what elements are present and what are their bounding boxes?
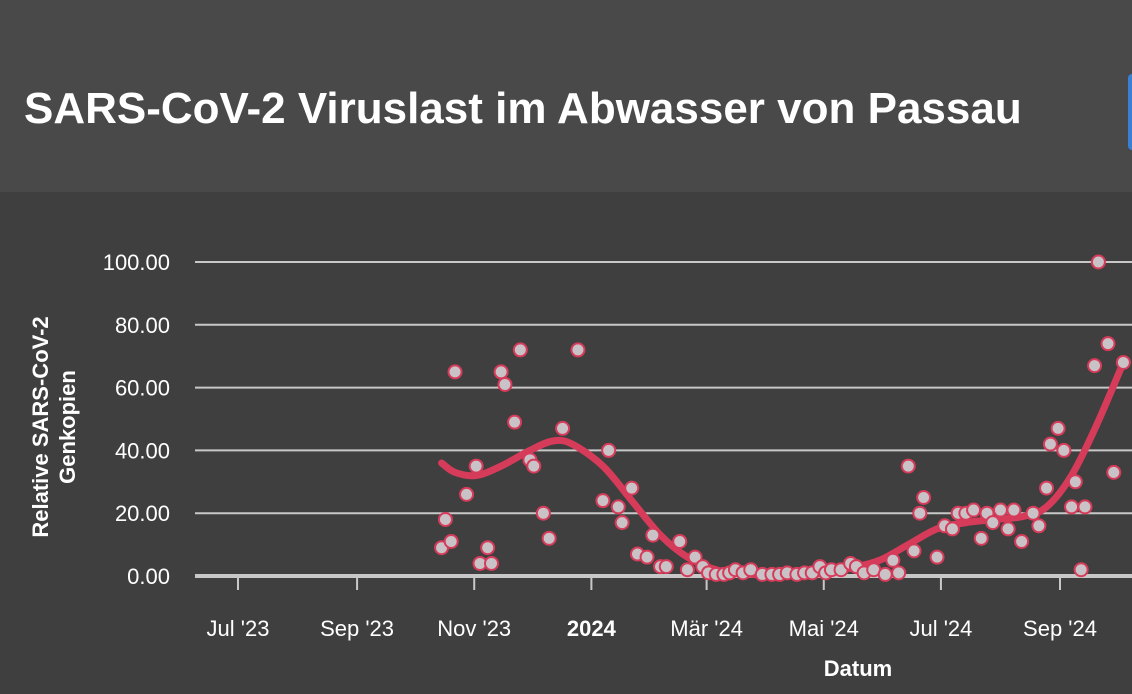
data-point	[916, 490, 932, 505]
chart-container: 0.00 20.00 40.00 60.00 80.00 100.00 Jul '23 Se…	[0, 192, 1132, 694]
data-point	[1064, 499, 1080, 515]
data-point	[601, 442, 617, 458]
data-point	[624, 480, 640, 496]
data-point	[468, 458, 484, 474]
data-point	[437, 511, 453, 527]
x-tick-label: Sep '24	[1023, 616, 1097, 641]
data-point	[459, 486, 475, 502]
data-point	[885, 552, 901, 568]
data-point	[614, 515, 630, 531]
data-point	[1056, 442, 1072, 458]
data-point	[595, 493, 611, 509]
data-point	[877, 566, 893, 582]
x-axis-title: Datum	[824, 656, 892, 681]
data-point	[1000, 521, 1016, 537]
data-point	[447, 364, 463, 380]
data-point	[912, 505, 928, 521]
data-point	[507, 414, 523, 430]
data-point	[658, 559, 674, 575]
y-tick-label: 60.00	[115, 376, 170, 401]
x-tick-label: Jul '23	[207, 616, 270, 641]
data-point	[497, 376, 513, 392]
data-point	[1073, 562, 1089, 578]
data-point	[891, 565, 907, 581]
x-tick-label: Jul '24	[909, 616, 972, 641]
y-tick-label: 100.00	[103, 250, 170, 275]
data-point	[929, 549, 945, 565]
data-point	[1031, 518, 1047, 534]
header-bar: SARS-CoV-2 Viruslast im Abwasser von Pas…	[0, 0, 1132, 192]
data-point	[526, 458, 542, 474]
y-tick-labels: 0.00 20.00 40.00 60.00 80.00 100.00	[103, 250, 170, 589]
data-point	[1106, 464, 1122, 480]
data-point	[985, 515, 1001, 531]
data-point	[992, 502, 1008, 518]
x-tick-label: Mär '24	[670, 616, 743, 641]
data-point	[1067, 474, 1083, 490]
data-point	[1115, 354, 1131, 370]
data-point	[1090, 254, 1106, 270]
data-point	[480, 540, 496, 556]
data-point	[570, 342, 586, 358]
data-point	[1100, 336, 1116, 352]
y-axis-title-line2: Genkopien	[55, 370, 80, 484]
y-tick-label: 0.00	[127, 564, 170, 589]
data-point	[1025, 505, 1041, 521]
data-point	[484, 555, 500, 571]
data-point	[541, 530, 557, 546]
y-tick-label: 20.00	[115, 501, 170, 526]
data-point	[973, 530, 989, 546]
x-tick-marks: Jul '23 Sep '23 Nov '23 2024 Mär '24 Mai '24 J…	[207, 578, 1097, 641]
data-point	[443, 533, 459, 549]
data-point	[1087, 358, 1103, 374]
line-scatter-chart: 0.00 20.00 40.00 60.00 80.00 100.00 Jul '23 Se…	[28, 250, 1132, 681]
data-point	[906, 543, 922, 559]
data-point	[1077, 499, 1093, 515]
side-button[interactable]	[1128, 74, 1132, 150]
y-tick-label: 40.00	[115, 438, 170, 463]
data-point	[672, 533, 688, 549]
data-points-layer	[434, 254, 1131, 582]
x-tick-label: Nov '23	[437, 616, 511, 641]
y-axis-title-line1: Relative SARS-CoV-2	[28, 316, 53, 537]
data-point	[639, 549, 655, 565]
x-tick-label: Mai '24	[789, 616, 859, 641]
data-point	[1050, 420, 1066, 436]
data-point	[687, 549, 703, 565]
data-point	[1006, 502, 1022, 518]
data-point	[900, 458, 916, 474]
data-point	[535, 505, 551, 521]
data-point	[944, 521, 960, 537]
data-point	[679, 562, 695, 578]
data-point	[966, 502, 982, 518]
data-point	[1042, 436, 1058, 452]
data-point	[610, 499, 626, 515]
page-title: SARS-CoV-2 Viruslast im Abwasser von Pas…	[24, 84, 1022, 133]
x-tick-label: 2024	[567, 616, 617, 641]
data-point	[1039, 480, 1055, 496]
data-point	[493, 364, 509, 380]
grid-lines	[195, 261, 1132, 578]
y-tick-label: 80.00	[115, 313, 170, 338]
data-point	[1014, 533, 1030, 549]
x-tick-label: Sep '23	[320, 616, 394, 641]
data-point	[512, 342, 528, 358]
data-point	[555, 420, 571, 436]
data-point	[645, 527, 661, 543]
